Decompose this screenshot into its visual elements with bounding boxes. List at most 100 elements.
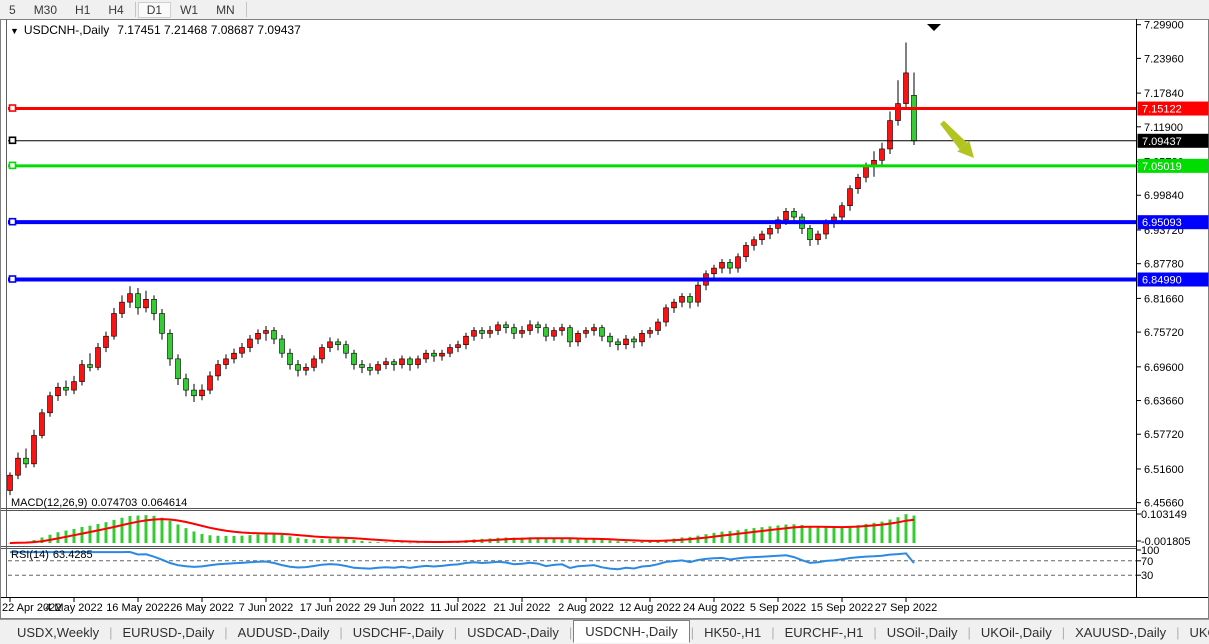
macd-axis-max-label: 0.103149 bbox=[1141, 509, 1187, 521]
rsi-axis-label: 30 bbox=[1141, 570, 1153, 582]
time-tick-label: 7 Jun 2022 bbox=[239, 602, 293, 614]
time-tick-label: 16 May 2022 bbox=[106, 602, 170, 614]
candle-body bbox=[575, 333, 581, 343]
price-tick-label: 7.17840 bbox=[1144, 88, 1184, 100]
candle-body bbox=[319, 347, 325, 360]
candle-body bbox=[879, 148, 885, 161]
symbol-tab-hk50-h1[interactable]: HK50-,H1 bbox=[704, 624, 762, 640]
macd-histogram-bar bbox=[632, 541, 636, 543]
level-anchor-handle[interactable] bbox=[8, 161, 17, 170]
macd-histogram-bar bbox=[376, 542, 380, 543]
tab-divider: | bbox=[967, 624, 971, 640]
macd-histogram-bar bbox=[240, 535, 244, 543]
tab-divider: | bbox=[873, 624, 877, 640]
candle-body bbox=[863, 165, 869, 178]
time-tick-label: 5 Sep 2022 bbox=[750, 602, 806, 614]
candle-body bbox=[519, 330, 525, 334]
candle-body bbox=[607, 335, 613, 343]
candle-body bbox=[383, 361, 389, 365]
level-anchor-handle[interactable] bbox=[8, 104, 17, 112]
macd-histogram-bar bbox=[848, 526, 852, 543]
candle-body bbox=[55, 386, 61, 397]
macd-histogram-bar bbox=[808, 526, 812, 543]
symbol-tab-eurusd-daily[interactable]: EURUSD-,Daily bbox=[122, 624, 215, 640]
top-marker-triangle[interactable] bbox=[927, 24, 941, 31]
sell-direction-arrow[interactable] bbox=[940, 120, 968, 150]
macd-histogram-bar bbox=[576, 539, 580, 543]
time-tick-label: 11 Jul 2022 bbox=[430, 602, 486, 614]
symbol-tab-eurchf-h1[interactable]: EURCHF-,H1 bbox=[784, 624, 864, 640]
rsi-line bbox=[10, 550, 915, 571]
macd-histogram-bar bbox=[264, 533, 268, 543]
candle-body bbox=[503, 324, 509, 328]
tab-divider: | bbox=[1061, 624, 1066, 640]
symbol-tab-usdcad-daily[interactable]: USDCAD-,Daily bbox=[467, 624, 559, 640]
macd-histogram-bar bbox=[216, 535, 220, 543]
macd-histogram-bar bbox=[112, 519, 116, 543]
macd-indicator-label: MACD(12,26,9) 0.074703 0.064614 bbox=[11, 497, 191, 509]
candle-body bbox=[199, 389, 205, 397]
timeframe-mn-button[interactable]: MN bbox=[216, 2, 235, 17]
candle-body bbox=[111, 313, 117, 337]
symbol-tab-usdcnh-daily[interactable]: USDCNH-,Daily bbox=[573, 619, 690, 643]
toolbar-separator bbox=[245, 2, 247, 17]
macd-histogram-bar bbox=[144, 515, 148, 543]
price-level-badge bbox=[1137, 158, 1209, 173]
macd-histogram-bar bbox=[312, 539, 316, 543]
rsi-name: RSI(14) bbox=[11, 549, 49, 561]
candle-body bbox=[79, 364, 85, 382]
candle-body bbox=[215, 364, 221, 377]
candle-body bbox=[415, 358, 421, 365]
symbol-tab-usoil-daily[interactable]: USOil-,Daily bbox=[886, 624, 958, 640]
symbol-tab-audusd-daily[interactable]: AUDUSD-,Daily bbox=[237, 624, 330, 640]
candle-body bbox=[39, 412, 45, 436]
macd-histogram-bar bbox=[352, 539, 356, 543]
candle-body bbox=[543, 327, 549, 337]
level-anchor-handle[interactable] bbox=[8, 275, 17, 283]
rsi-indicator-label: RSI(14) 63.4285 bbox=[11, 549, 97, 561]
symbol-dropdown-icon[interactable]: ▼ bbox=[10, 26, 19, 36]
symbol-tab-usdchf-daily[interactable]: USDCHF-,Daily bbox=[352, 624, 444, 640]
candle-body bbox=[359, 364, 365, 368]
macd-signal-value: 0.064614 bbox=[141, 497, 188, 509]
candle-body bbox=[87, 364, 93, 368]
tab-divider: | bbox=[453, 624, 458, 640]
candle-body bbox=[407, 358, 413, 365]
macd-histogram-bar bbox=[128, 515, 132, 543]
candle-body bbox=[263, 330, 269, 334]
symbol-tab-xauusd-daily[interactable]: XAUUSD-,Daily bbox=[1075, 624, 1167, 640]
price-chart-canvas[interactable]: 7.299007.239607.178407.119007.057806.998… bbox=[0, 19, 1209, 619]
candle-body bbox=[495, 324, 501, 331]
macd-histogram-bar bbox=[248, 535, 252, 543]
candle-body bbox=[599, 327, 605, 337]
macd-histogram-bar bbox=[280, 534, 284, 543]
chart-ohlc-values: 7.17451 7.21468 7.08687 7.09437 bbox=[117, 23, 301, 37]
time-tick-label: 21 Jul 2022 bbox=[494, 602, 551, 614]
timeframe-m5-button[interactable]: 5 bbox=[9, 2, 16, 17]
macd-histogram-bar bbox=[560, 538, 564, 543]
symbol-tab-ukoil-daily[interactable]: UKOil-,Daily bbox=[980, 624, 1052, 640]
level-anchor-handle[interactable] bbox=[8, 217, 17, 226]
time-tick-label: 12 Aug 2022 bbox=[619, 602, 681, 614]
timeframe-h1-button[interactable]: H1 bbox=[75, 2, 91, 17]
timeframe-toolbar: 5 M30 H1 H4 D1 W1 MN bbox=[0, 0, 1209, 19]
candle-body bbox=[375, 364, 381, 371]
candle-body bbox=[727, 262, 733, 269]
macd-histogram-bar bbox=[8, 543, 12, 544]
time-tick-label: 26 May 2022 bbox=[170, 602, 234, 614]
timeframe-d1-button[interactable]: D1 bbox=[137, 1, 172, 18]
macd-histogram-bar bbox=[400, 542, 404, 544]
timeframe-m30-button[interactable]: M30 bbox=[33, 2, 58, 17]
timeframe-w1-button[interactable]: W1 bbox=[180, 2, 199, 17]
sell-direction-arrow-head[interactable] bbox=[957, 140, 974, 159]
candle-body bbox=[103, 335, 109, 348]
macd-histogram-bar bbox=[336, 538, 340, 543]
candle-body bbox=[735, 256, 741, 269]
symbol-tab-usdx-weekly[interactable]: USDX,Weekly bbox=[17, 624, 100, 640]
macd-histogram-bar bbox=[344, 538, 348, 543]
symbol-tab-ukoil-da[interactable]: UKOil-,Da bbox=[1189, 624, 1209, 640]
level-anchor-handle[interactable] bbox=[8, 136, 17, 145]
time-tick-label: 17 Jun 2022 bbox=[300, 602, 361, 614]
timeframe-h4-button[interactable]: H4 bbox=[108, 2, 124, 17]
macd-histogram-bar bbox=[712, 532, 716, 543]
